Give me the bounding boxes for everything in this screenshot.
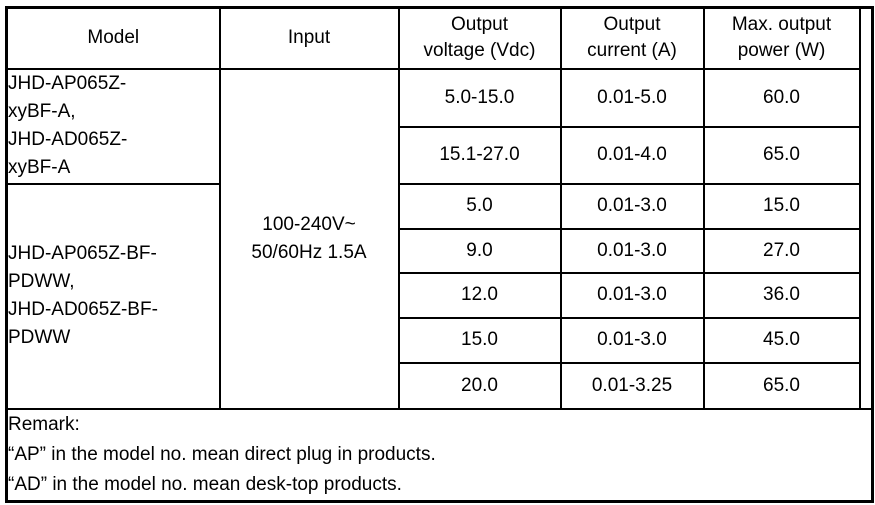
current-cell: 0.01-5.0 xyxy=(559,67,705,128)
current-cell: 0.01-3.0 xyxy=(559,316,705,364)
voltage-cell: 12.0 xyxy=(397,271,562,319)
power-cell: 65.0 xyxy=(702,361,861,410)
voltage-cell: 5.0 xyxy=(397,182,562,230)
col-header-max-output-power: Max. output power (W) xyxy=(702,6,861,70)
remark-cell: Remark: “AP” in the model no. mean direc… xyxy=(5,407,874,502)
voltage-cell: 9.0 xyxy=(397,227,562,274)
power-cell: 60.0 xyxy=(702,67,861,128)
power-cell: 15.0 xyxy=(702,182,861,230)
table-row: JHD-AP065Z-BF- PDWW, JHD-AD065Z-BF- PDWW… xyxy=(5,182,873,410)
model-group-xybf: JHD-AP065Z- xyBF-A, JHD-AD065Z- xyBF-A xyxy=(5,67,221,185)
table-row: 9.0 0.01-3.0 27.0 xyxy=(7,227,873,274)
col-header-model: Model xyxy=(5,6,221,70)
power-cell: 45.0 xyxy=(702,316,861,364)
table-row: 15.1-27.0 0.01-4.0 65.0 xyxy=(7,125,873,185)
power-spec-table: Model Input Output voltage (Vdc) Output … xyxy=(5,6,874,503)
table-row: 20.0 0.01-3.25 65.0 xyxy=(7,361,873,410)
current-cell: 0.01-3.25 xyxy=(559,361,705,410)
table-right-margin-strip xyxy=(858,6,874,410)
remark-title: Remark: xyxy=(8,413,80,435)
voltage-cell: 15.0 xyxy=(397,316,562,364)
table-row: 12.0 0.01-3.0 36.0 xyxy=(7,271,873,319)
col-header-output-current: Output current (A) xyxy=(559,6,705,70)
header-row: Model Input Output voltage (Vdc) Output … xyxy=(5,6,874,410)
table-row: JHD-AP065Z- xyBF-A, JHD-AD065Z- xyBF-A 1… xyxy=(5,67,873,410)
model-group-pdww: JHD-AP065Z-BF- PDWW, JHD-AD065Z-BF- PDWW xyxy=(5,182,221,410)
table-row: 15.0 0.01-3.0 45.0 xyxy=(7,316,873,364)
power-cell: 27.0 xyxy=(702,227,861,274)
current-cell: 0.01-3.0 xyxy=(559,182,705,230)
current-cell: 0.01-3.0 xyxy=(559,271,705,319)
current-cell: 0.01-3.0 xyxy=(559,227,705,274)
remark-line-ap: “AP” in the model no. mean direct plug i… xyxy=(8,443,436,465)
current-cell: 0.01-4.0 xyxy=(559,125,705,185)
voltage-cell: 15.1-27.0 xyxy=(397,125,562,185)
remark-row: Remark: “AP” in the model no. mean direc… xyxy=(5,407,874,502)
remark-line-ad: “AD” in the model no. mean desk-top prod… xyxy=(8,473,402,495)
power-cell: 36.0 xyxy=(702,271,861,319)
col-header-output-voltage: Output voltage (Vdc) xyxy=(397,6,562,70)
col-header-input: Input xyxy=(218,6,400,70)
power-cell: 65.0 xyxy=(702,125,861,185)
voltage-cell: 20.0 xyxy=(397,361,562,410)
input-spec-cell: 100-240V~ 50/60Hz 1.5A xyxy=(218,67,400,410)
voltage-cell: 5.0-15.0 xyxy=(397,67,562,128)
